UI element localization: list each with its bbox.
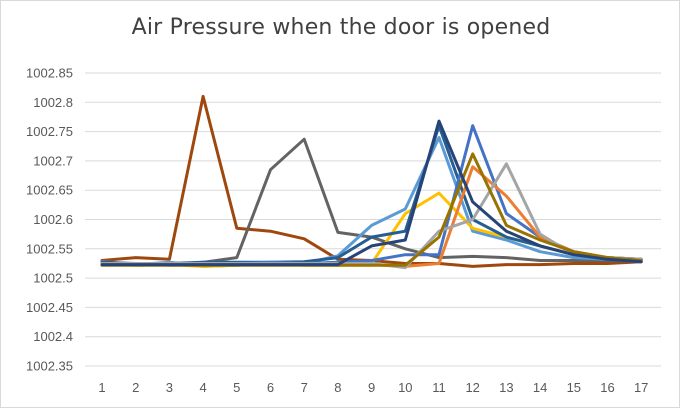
x-tick-label: 4 (199, 380, 206, 395)
y-tick-label: 1002.65 (26, 183, 73, 198)
x-tick-label: 7 (301, 380, 308, 395)
x-tick-label: 14 (533, 380, 547, 395)
y-tick-label: 1002.6 (33, 212, 73, 227)
x-tick-label: 15 (567, 380, 581, 395)
series-lines (100, 94, 643, 270)
x-tick-label: 12 (465, 380, 479, 395)
x-tick-label: 9 (368, 380, 375, 395)
y-tick-label: 1002.85 (26, 66, 73, 81)
chart-title: Air Pressure when the door is opened (131, 15, 551, 40)
series-line-10 (100, 119, 643, 267)
gridlines (85, 72, 661, 367)
y-tick-label: 1002.75 (26, 124, 73, 139)
x-tick-label: 11 (432, 380, 446, 395)
x-tick-label: 5 (233, 380, 240, 395)
y-tick-label: 1002.8 (33, 95, 73, 110)
y-tick-label: 1002.45 (26, 300, 73, 315)
series-line-1 (100, 94, 643, 268)
y-tick-label: 1002.35 (26, 359, 73, 374)
y-axis-ticks: 1002.35 1002.4 1002.45 1002.5 1002.55 1002.6 1… (26, 66, 73, 374)
x-tick-label: 13 (499, 380, 513, 395)
x-tick-label: 8 (334, 380, 341, 395)
x-tick-label: 16 (600, 380, 614, 395)
y-tick-label: 1002.4 (33, 329, 73, 344)
x-tick-label: 17 (634, 380, 648, 395)
x-tick-label: 10 (398, 380, 412, 395)
x-axis-ticks: 1 2 3 4 5 6 7 8 9 10 11 12 13 14 15 16 17 (98, 380, 648, 395)
y-tick-label: 1002.7 (33, 153, 73, 168)
x-tick-label: 6 (267, 380, 274, 395)
y-tick-label: 1002.55 (26, 241, 73, 256)
x-tick-label: 3 (166, 380, 173, 395)
y-tick-label: 1002.5 (33, 271, 73, 286)
x-tick-label: 1 (98, 380, 105, 395)
x-tick-label: 2 (132, 380, 139, 395)
